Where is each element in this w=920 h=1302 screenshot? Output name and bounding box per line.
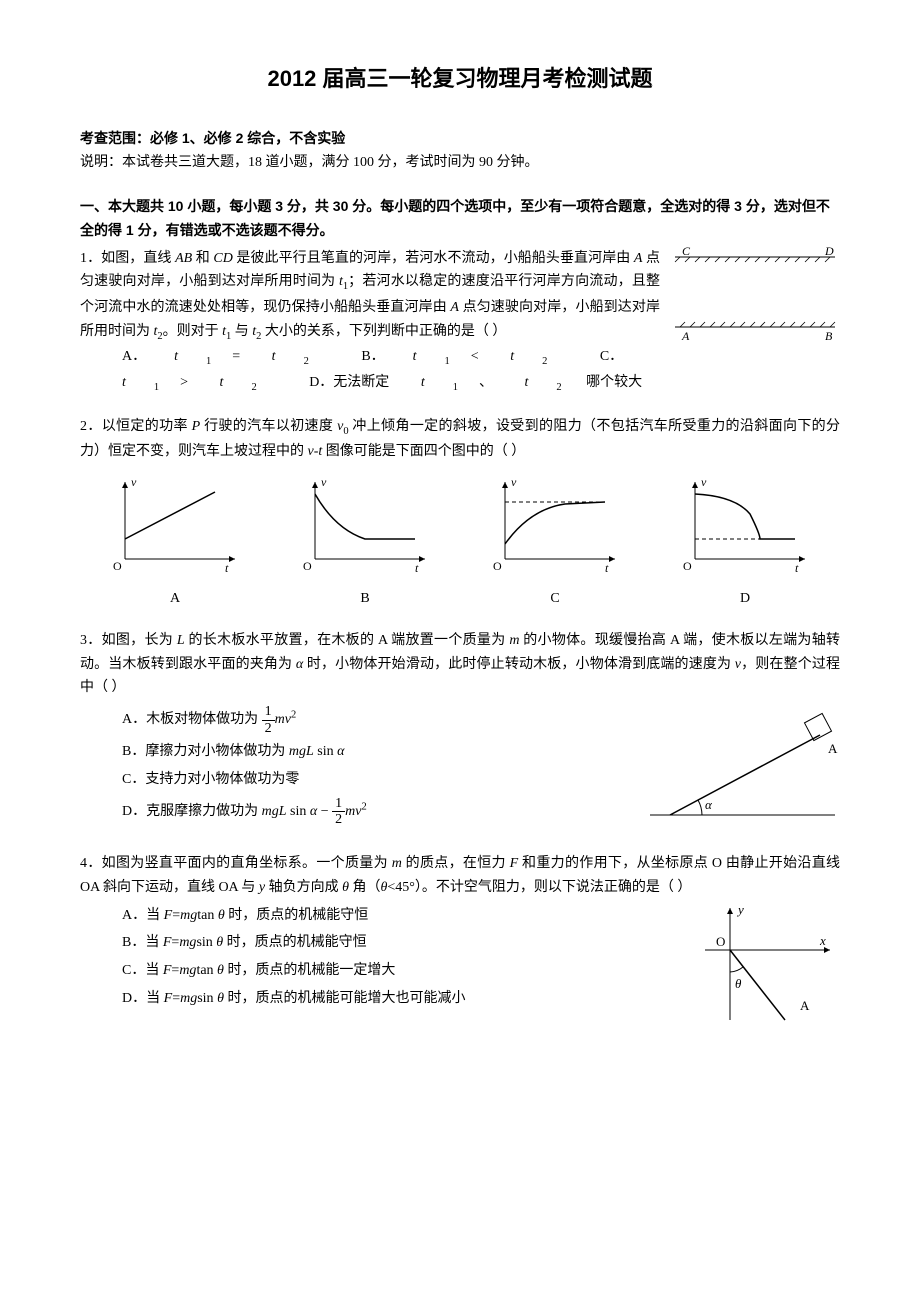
svg-text:v: v [321,475,327,489]
q4-figure: x y O θ A [690,900,840,1039]
svg-text:O: O [113,559,122,573]
q2-chart-a: v t O A [105,474,245,611]
svg-text:t: t [605,561,609,574]
q1-options: A．t1= t2 B．t1< t2 C．t1> t2 D．无法断定 t1、 t2… [80,345,840,396]
question-3: 3．如图，长为 L 的长木板水平放置，在木板的 A 端放置一个质量为 m 的小物… [80,629,840,834]
svg-text:A: A [800,998,810,1013]
q1-option-d: D．无法断定 t1、 t2 哪个较大 [309,375,670,390]
svg-text:v: v [511,475,517,489]
q2-chart-d: v t O D [675,474,815,611]
svg-text:t: t [795,561,799,574]
svg-text:v: v [131,475,137,489]
scope-label: 考查范围：必修 1、必修 2 综合，不含实验 [80,127,840,151]
q1-figure: C D A B [670,247,840,351]
svg-text:A: A [828,741,838,756]
q1-option-a: A．t1= t2 [122,349,330,364]
svg-text:O: O [716,934,725,949]
q2-chart-c-label: C [485,587,625,611]
svg-text:t: t [415,561,419,574]
svg-text:D: D [824,247,834,258]
section1-header: 一、本大题共 10 小题，每小题 3 分，共 30 分。每小题的四个选项中，至少… [80,195,840,243]
q2-chart-d-label: D [675,587,815,611]
svg-text:O: O [493,559,502,573]
question-2: 2．以恒定的功率 P 行驶的汽车以初速度 v0 冲上倾角一定的斜坡，设受到的阻力… [80,415,840,611]
svg-text:θ: θ [735,976,742,991]
svg-text:t: t [225,561,229,574]
page-title: 2012 届高三一轮复习物理月考检测试题 [80,60,840,97]
svg-text:O: O [683,559,692,573]
svg-text:C: C [682,247,691,258]
q2-charts: v t O A v t O B v t O [80,474,840,611]
svg-text:α: α [705,797,713,812]
q2-chart-b: v t O B [295,474,435,611]
svg-text:x: x [819,933,826,948]
svg-text:O: O [303,559,312,573]
q2-text: 2．以恒定的功率 P 行驶的汽车以初速度 v0 冲上倾角一定的斜坡，设受到的阻力… [80,415,840,464]
q2-chart-b-label: B [295,587,435,611]
q4-text: 4．如图为竖直平面内的直角坐标系。一个质量为 m 的质点，在恒力 F 和重力的作… [80,852,840,900]
svg-text:B: B [825,329,833,342]
instructions: 说明：本试卷共三道大题，18 道小题，满分 100 分，考试时间为 90 分钟。 [80,151,840,175]
q2-chart-c: v t O C [485,474,625,611]
question-4: 4．如图为竖直平面内的直角坐标系。一个质量为 m 的质点，在恒力 F 和重力的作… [80,852,840,1038]
svg-text:v: v [701,475,707,489]
q3-text: 3．如图，长为 L 的长木板水平放置，在木板的 A 端放置一个质量为 m 的小物… [80,629,840,700]
svg-text:A: A [681,329,690,342]
svg-text:y: y [736,902,744,917]
exam-scope: 考查范围：必修 1、必修 2 综合，不含实验 说明：本试卷共三道大题，18 道小… [80,127,840,175]
q3-figure: A α [640,705,840,834]
q2-chart-a-label: A [105,587,245,611]
question-1: C D A B 1．如图，直线 AB 和 CD 是彼此平行且笔直的河岸，若河水不… [80,247,840,397]
q1-option-b: B．t1< t2 [361,349,568,364]
